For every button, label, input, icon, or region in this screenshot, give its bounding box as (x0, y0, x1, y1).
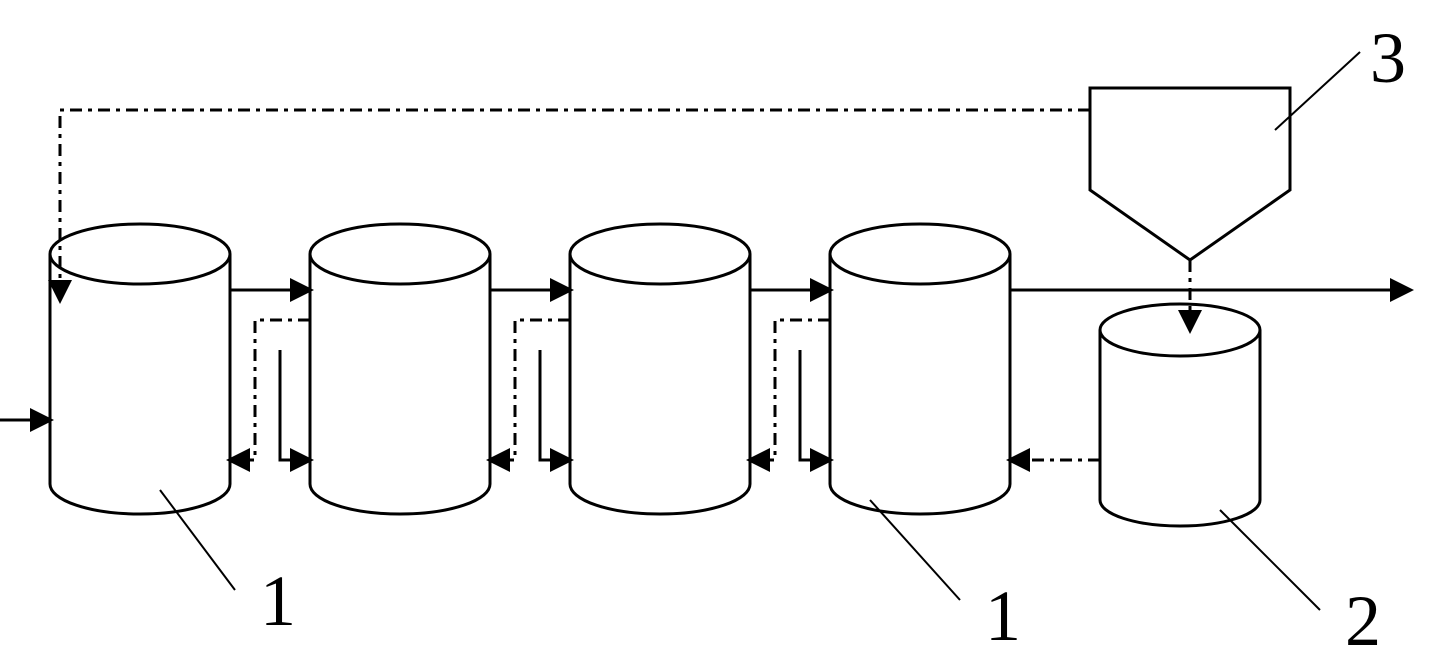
cylinder-c5 (1100, 304, 1260, 526)
cylinder-c4 (830, 224, 1010, 514)
arrow-b12 (280, 350, 310, 460)
cylinder-c1 (50, 224, 230, 514)
label-L1b: 1 (985, 576, 1021, 656)
label-L1a: 1 (260, 561, 296, 641)
label-L3: 3 (1370, 18, 1406, 98)
cylinder-c3 (570, 224, 750, 514)
arrow-b34 (800, 350, 830, 460)
dashed-arrow-d21 (230, 320, 310, 460)
dashed-arrow-d43 (750, 320, 830, 460)
leader-2 (1220, 510, 1320, 610)
dashed-arrow-d32 (490, 320, 570, 460)
label-L2: 2 (1345, 581, 1381, 661)
cylinder-c2 (310, 224, 490, 514)
hopper (1090, 88, 1290, 260)
arrow-b23 (540, 350, 570, 460)
